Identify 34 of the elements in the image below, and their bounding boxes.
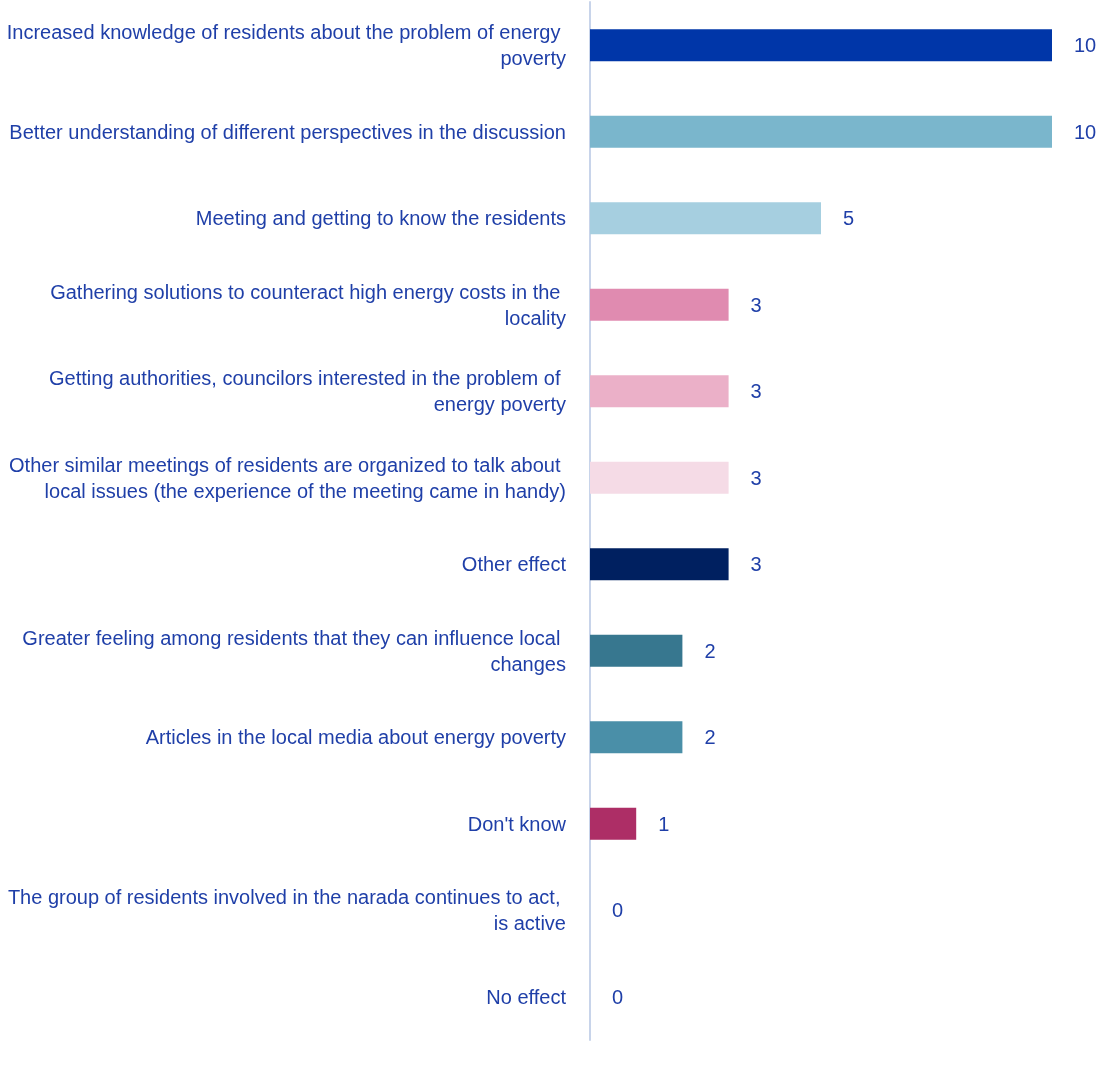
data-label: 1 bbox=[658, 812, 670, 835]
data-label: 2 bbox=[704, 639, 716, 662]
y-tick-label: Articles in the local media about energy poverty bbox=[145, 726, 566, 749]
y-tick-label: Meeting and getting to know the residents bbox=[195, 207, 566, 230]
bar bbox=[590, 202, 821, 235]
bar bbox=[590, 29, 1052, 62]
y-tick-label: The group of residents involved in the narada continues to act, is active bbox=[7, 886, 566, 935]
data-label: 0 bbox=[612, 899, 624, 922]
bar bbox=[590, 807, 637, 840]
data-label: 3 bbox=[750, 293, 762, 316]
y-tick-label: Gathering solutions to counteract high energy costs in the locality bbox=[50, 280, 566, 329]
y-tick-label: Other similar meetings of residents are organized to talk about local issues (the experience of the meeting came in handy) bbox=[9, 453, 566, 502]
bar bbox=[590, 461, 729, 494]
y-tick-label: Other effect bbox=[461, 553, 567, 576]
bar bbox=[590, 721, 683, 754]
y-tick-label: Don't know bbox=[467, 812, 567, 835]
data-label: 3 bbox=[750, 553, 762, 576]
bar bbox=[590, 115, 1052, 148]
y-tick-label: Better understanding of different perspectives in the discussion bbox=[9, 120, 566, 143]
data-label: 3 bbox=[750, 380, 762, 403]
data-label: 10 bbox=[1074, 120, 1096, 143]
data-label: 3 bbox=[750, 466, 762, 489]
y-tick-label: Greater feeling among residents that they can influence local changes bbox=[22, 626, 566, 675]
data-label: 10 bbox=[1074, 34, 1096, 57]
y-tick-label: Getting authorities, councilors interested in the problem of energy poverty bbox=[49, 367, 566, 416]
y-tick-label: Increased knowledge of residents about the problem of energy poverty bbox=[6, 21, 566, 70]
bar bbox=[590, 288, 729, 321]
data-label: 2 bbox=[704, 726, 716, 749]
data-label: 5 bbox=[843, 207, 855, 230]
data-label: 0 bbox=[612, 985, 624, 1008]
bar bbox=[590, 548, 729, 581]
bar bbox=[590, 375, 729, 408]
y-tick-label: No effect bbox=[486, 985, 567, 1008]
bar bbox=[590, 634, 683, 667]
